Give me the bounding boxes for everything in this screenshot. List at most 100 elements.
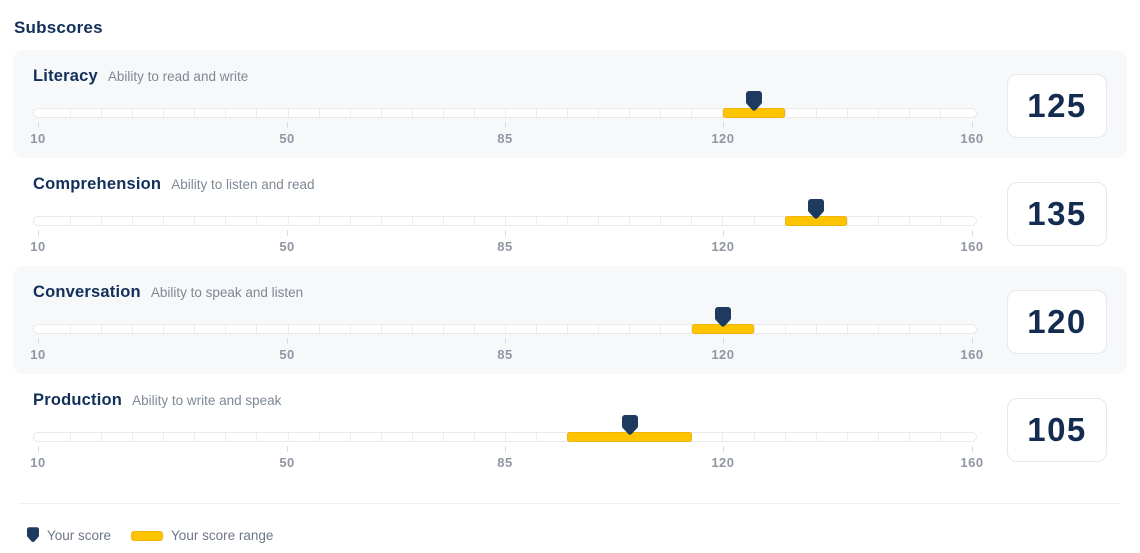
track-segment-divider — [256, 109, 258, 117]
track-segment-divider — [939, 433, 941, 441]
track-segment-divider — [442, 325, 444, 333]
axis-tick-label: 85 — [497, 455, 513, 470]
slider-axis: 10 50 85 120 160 — [30, 337, 983, 363]
track-segment-divider — [225, 325, 227, 333]
track-segment-divider — [473, 325, 475, 333]
axis-tick — [722, 230, 724, 236]
track-segment-divider — [536, 109, 538, 117]
axis-tick — [38, 230, 39, 236]
track-segment-divider — [815, 433, 817, 441]
axis-tick-label: 120 — [711, 239, 735, 254]
track-segment-divider — [939, 217, 941, 225]
track-segment-divider — [877, 433, 879, 441]
track-segment-divider — [101, 109, 103, 117]
score-slider: 10 50 85 120 160 — [30, 196, 983, 255]
subscore-header: Production Ability to write and speak — [33, 391, 977, 410]
subscore-title: Conversation — [33, 283, 141, 301]
track-segment-divider — [132, 433, 134, 441]
track-segment-divider — [349, 217, 351, 225]
slider-track — [33, 108, 977, 118]
score-value-box: 125 — [1007, 74, 1107, 138]
track-segment-divider — [815, 109, 817, 117]
axis-tick — [722, 338, 724, 344]
track-segment-divider — [442, 217, 444, 225]
score-value-box: 105 — [1007, 398, 1107, 462]
track-segment-divider — [784, 217, 786, 225]
slider-axis: 10 50 85 120 160 — [30, 229, 983, 255]
track-segment-divider — [846, 109, 848, 117]
axis-tick — [38, 446, 39, 452]
subscore-row-inner: Literacy Ability to read and write 10 50 8… — [30, 65, 1107, 147]
track-segment-divider — [442, 433, 444, 441]
track-segment-divider — [225, 109, 227, 117]
track-segment-divider — [163, 433, 165, 441]
track-segment-divider — [163, 325, 165, 333]
axis-tick — [505, 122, 506, 128]
track-segment-divider — [939, 109, 941, 117]
subscore-header: Comprehension Ability to listen and read — [33, 175, 977, 194]
axis-tick-label: 160 — [960, 455, 984, 470]
axis-tick — [505, 338, 506, 344]
legend-item-your-score: Your score — [27, 527, 111, 544]
subscore-row-inner: Comprehension Ability to listen and read… — [30, 173, 1107, 255]
track-segment-divider — [660, 217, 662, 225]
track-segment-divider — [318, 325, 320, 333]
axis-tick — [722, 122, 724, 128]
subscore-row: Comprehension Ability to listen and read… — [13, 158, 1127, 266]
axis-tick — [38, 338, 39, 344]
axis-tick-label: 120 — [711, 455, 735, 470]
legend-item-your-score-range: Your score range — [131, 528, 273, 543]
your-score-range-swatch — [131, 530, 164, 541]
track-segment-divider — [70, 433, 72, 441]
track-segment-divider — [908, 325, 910, 333]
track-segment-divider — [784, 109, 786, 117]
track-segment-divider — [318, 109, 320, 117]
score-value: 105 — [1027, 411, 1087, 448]
track-segment-divider — [505, 325, 506, 333]
score-pin-icon — [621, 415, 638, 435]
track-segment-divider — [753, 217, 755, 225]
legend-divider — [19, 503, 1121, 504]
score-value-box: 135 — [1007, 182, 1107, 246]
score-value: 120 — [1027, 303, 1087, 340]
track-segment-divider — [101, 217, 103, 225]
subscore-slider-column: Conversation Ability to speak and listen… — [30, 281, 983, 363]
axis-tick-label: 50 — [279, 131, 295, 146]
track-segment-divider — [194, 433, 196, 441]
legend-your-score-range-label: Your score range — [171, 528, 274, 543]
axis-tick — [505, 446, 506, 452]
track-segment-divider — [846, 325, 848, 333]
track-segment-divider — [536, 217, 538, 225]
track-segment-divider — [380, 109, 382, 117]
axis-tick-label: 10 — [30, 131, 46, 146]
track-segment-divider — [411, 109, 413, 117]
slider-track — [33, 432, 977, 442]
track-segment-divider — [598, 109, 600, 117]
track-segment-divider — [629, 109, 631, 117]
subscore-description: Ability to write and speak — [132, 393, 282, 408]
track-segment-divider — [163, 109, 165, 117]
track-segment-divider — [287, 217, 289, 225]
track-segment-divider — [380, 217, 382, 225]
track-segment-divider — [70, 109, 72, 117]
track-segment-divider — [380, 433, 382, 441]
track-segment-divider — [846, 433, 848, 441]
axis-tick-label: 85 — [497, 131, 513, 146]
track-segment-divider — [194, 325, 196, 333]
axis-tick — [287, 122, 289, 128]
track-segment-divider — [505, 433, 506, 441]
subscore-title: Production — [33, 391, 123, 409]
score-pin-icon — [714, 307, 731, 327]
legend-your-score-label: Your score — [47, 528, 112, 543]
track-segment-divider — [505, 109, 506, 117]
track-segment-divider — [287, 109, 289, 117]
score-value: 135 — [1027, 195, 1087, 232]
track-segment-divider — [908, 109, 910, 117]
score-slider: 10 50 85 120 160 — [30, 304, 983, 363]
axis-tick — [972, 446, 973, 452]
track-segment-divider — [908, 433, 910, 441]
track-segment-divider — [598, 325, 600, 333]
track-segment-divider — [877, 109, 879, 117]
axis-tick-label: 160 — [960, 131, 984, 146]
track-segment-divider — [132, 217, 134, 225]
